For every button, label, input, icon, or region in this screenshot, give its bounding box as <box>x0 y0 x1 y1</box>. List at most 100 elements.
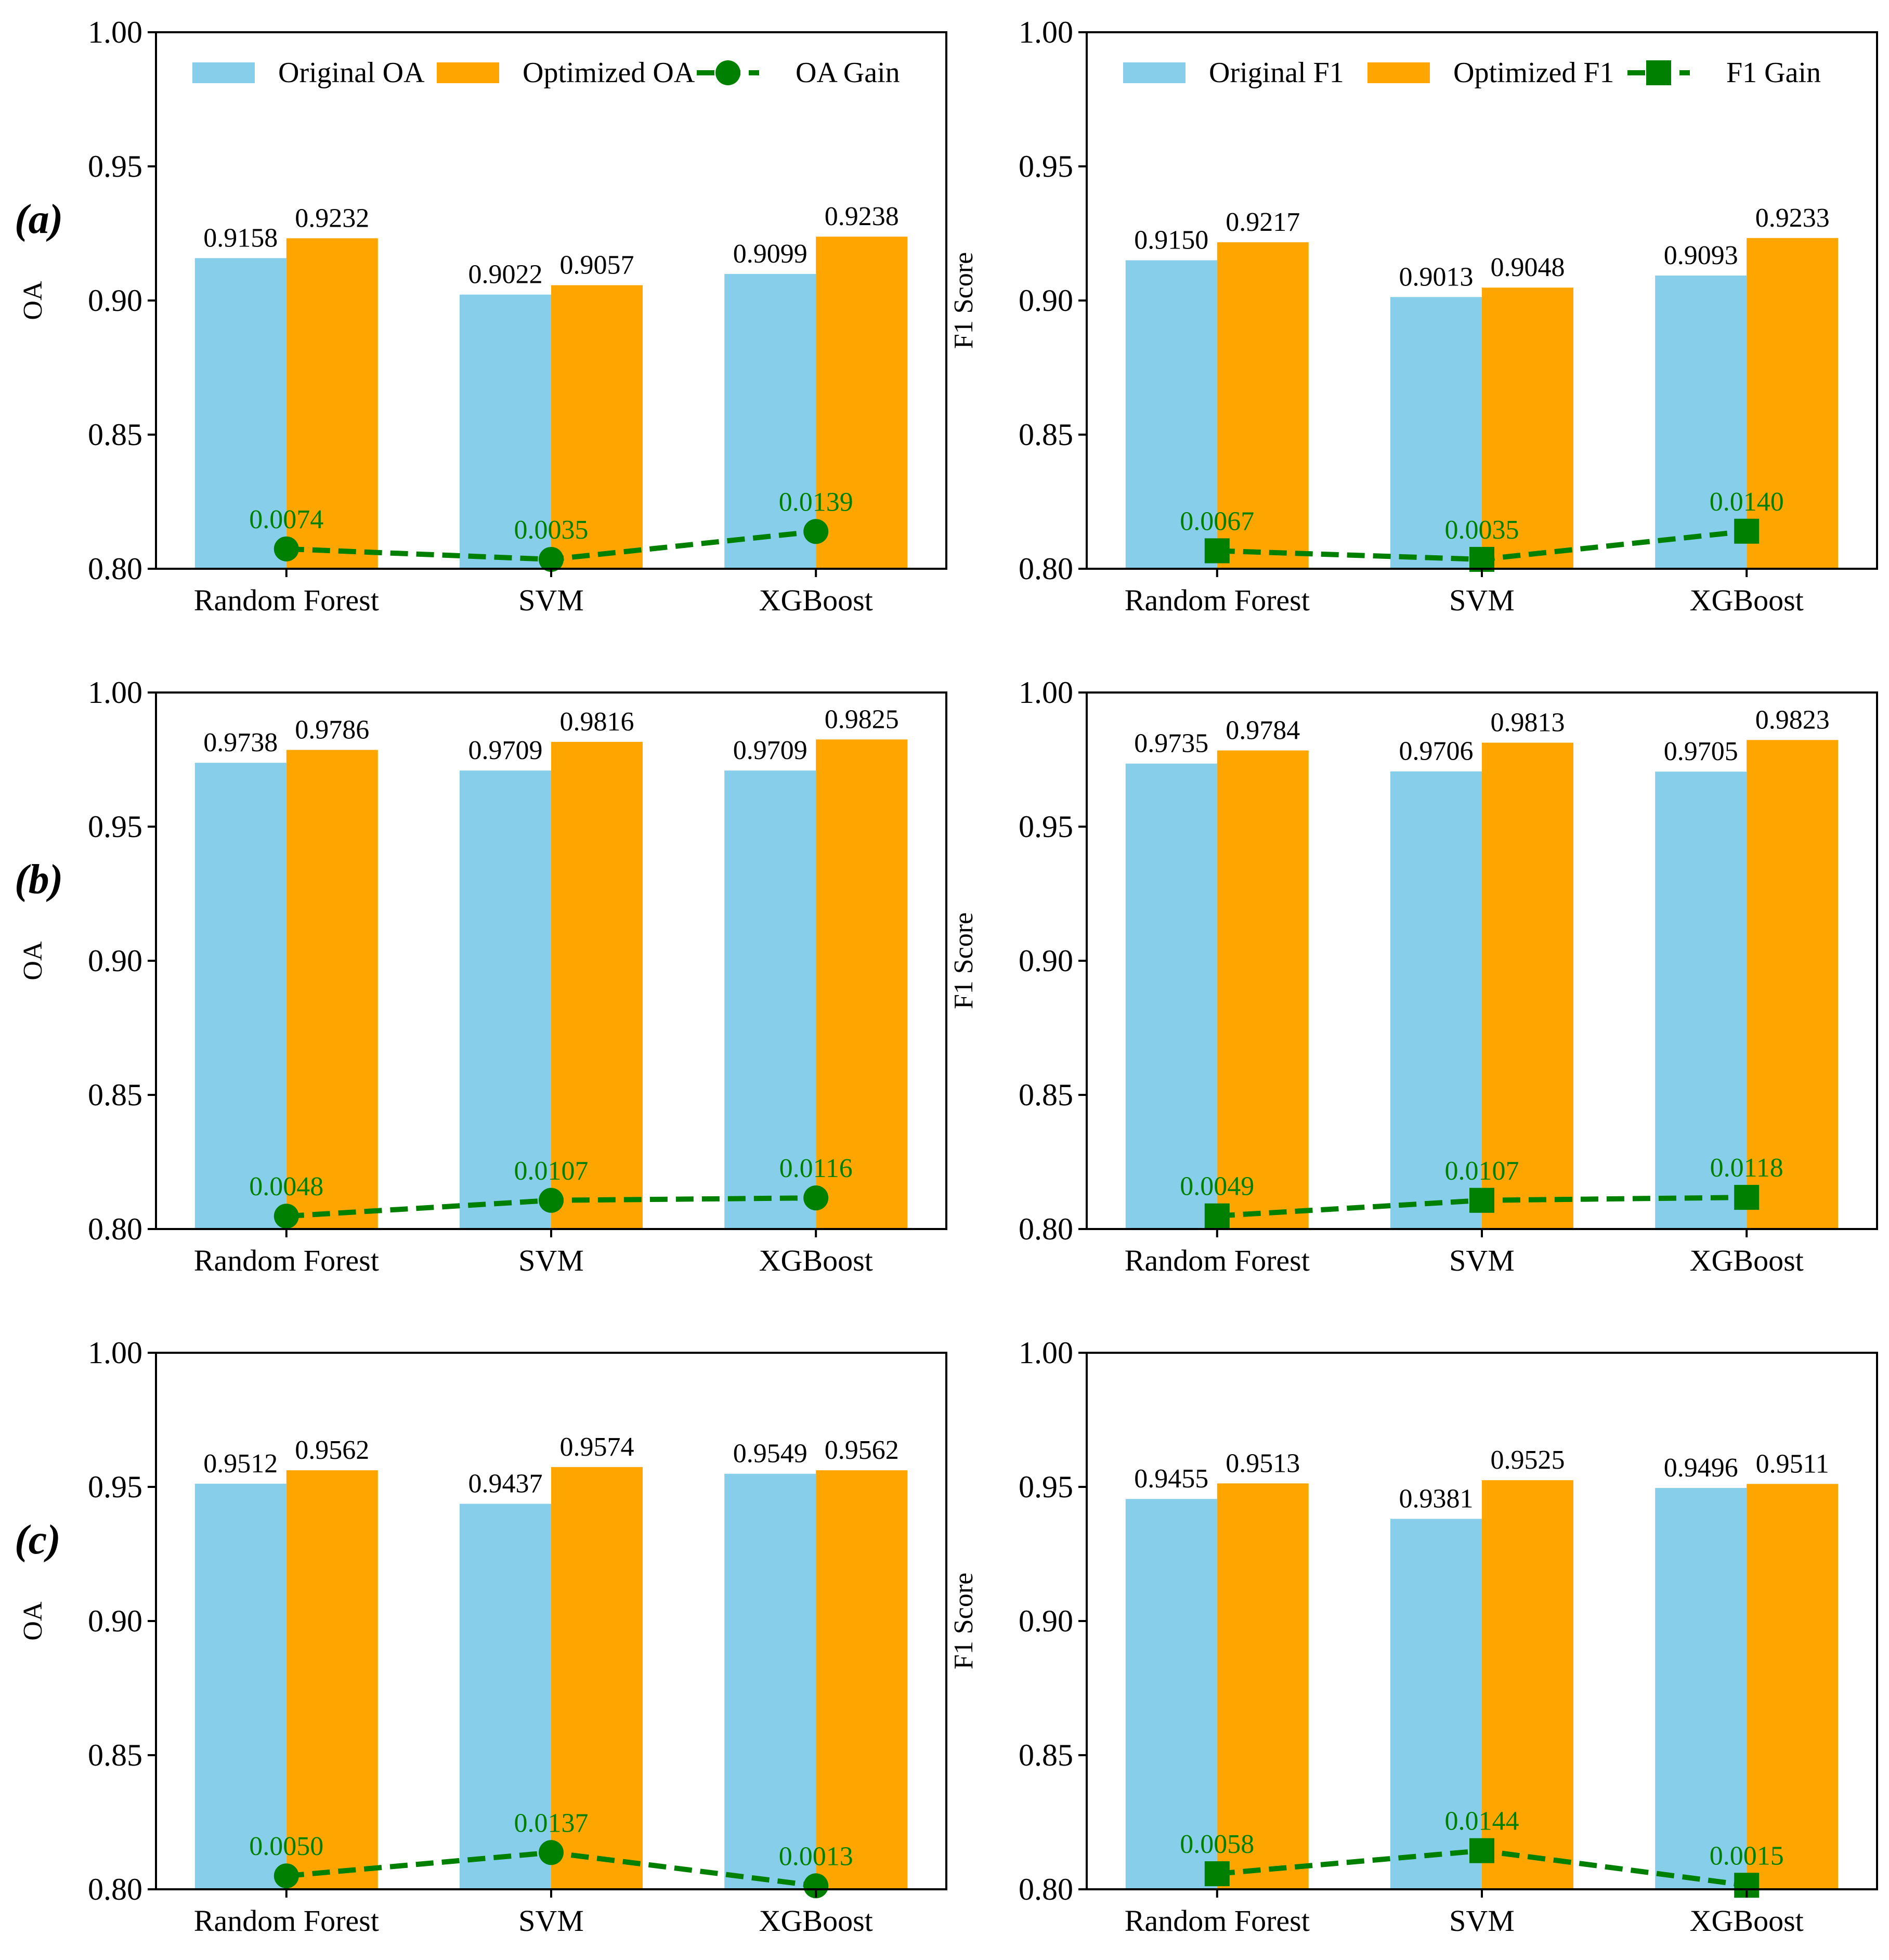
bar-optimized-0 <box>1217 242 1309 569</box>
legend-label-2: F1 Gain <box>1726 57 1821 89</box>
y-tick-label-1: 0.85 <box>88 417 142 452</box>
gain-label-1: 0.0144 <box>1445 1807 1519 1836</box>
bar-original-0 <box>194 763 286 1229</box>
y-tick-label-0: 0.80 <box>88 552 142 586</box>
x-tick-label-1: SVM <box>518 583 584 617</box>
bar-label-optimized-1: 0.9574 <box>560 1432 634 1462</box>
y-tick-label-4: 1.00 <box>88 675 142 710</box>
gain-marker-2 <box>1734 1185 1760 1210</box>
gain-marker-1 <box>1469 1187 1494 1213</box>
bar-label-original-0: 0.9735 <box>1134 729 1208 759</box>
x-tick-label-1: SVM <box>518 1244 584 1277</box>
bar-original-2 <box>724 273 816 569</box>
bar-label-optimized-1: 0.9048 <box>1491 253 1565 282</box>
bar-optimized-1 <box>551 741 643 1229</box>
bar-label-original-2: 0.9709 <box>733 736 807 765</box>
bar-label-optimized-0: 0.9562 <box>295 1435 369 1465</box>
bar-original-0 <box>1125 763 1217 1229</box>
bar-label-optimized-1: 0.9816 <box>560 707 634 737</box>
gain-label-1: 0.0137 <box>514 1808 589 1838</box>
gain-marker-0 <box>273 1204 299 1229</box>
y-axis-label: OA <box>18 941 48 981</box>
y-tick-label-2: 0.90 <box>88 1604 142 1638</box>
y-tick-label-4: 1.00 <box>1019 1336 1073 1370</box>
gain-marker-1 <box>1469 546 1494 572</box>
gain-label-1: 0.0107 <box>514 1156 589 1186</box>
bar-label-original-0: 0.9455 <box>1134 1464 1208 1494</box>
gain-marker-0 <box>1204 1203 1230 1229</box>
legend-swatch-1 <box>437 62 499 83</box>
y-tick-label-2: 0.90 <box>1019 283 1073 318</box>
gain-marker-2 <box>1734 518 1760 544</box>
x-tick-label-1: SVM <box>1449 583 1515 617</box>
bar-label-optimized-2: 0.9823 <box>1755 705 1830 735</box>
bar-label-optimized-2: 0.9825 <box>825 704 899 734</box>
gain-marker-1 <box>539 1187 564 1213</box>
bar-label-original-0: 0.9158 <box>203 223 278 253</box>
gain-marker-0 <box>1204 538 1230 564</box>
y-tick-label-1: 0.85 <box>88 1738 142 1772</box>
bar-original-1 <box>1390 1519 1482 1889</box>
y-tick-label-4: 1.00 <box>88 1336 142 1370</box>
bar-optimized-0 <box>1217 750 1309 1229</box>
legend-label-0: Original F1 <box>1209 57 1344 89</box>
x-tick-label-0: Random Forest <box>194 1904 379 1938</box>
bar-original-2 <box>724 1473 816 1889</box>
bar-label-original-1: 0.9706 <box>1399 737 1474 766</box>
bar-label-original-2: 0.9093 <box>1664 241 1738 270</box>
bar-optimized-1 <box>551 1467 643 1889</box>
gain-marker-0 <box>273 536 299 561</box>
bar-label-optimized-0: 0.9786 <box>295 715 369 744</box>
bar-label-original-1: 0.9437 <box>468 1469 543 1499</box>
legend-marker <box>1646 60 1671 85</box>
bar-original-2 <box>1655 276 1747 569</box>
gain-label-1: 0.0035 <box>1445 515 1519 545</box>
bar-label-original-2: 0.9549 <box>733 1439 807 1469</box>
bar-original-1 <box>1390 297 1482 569</box>
bar-label-optimized-0: 0.9232 <box>295 203 369 233</box>
y-axis-label: F1 Score <box>949 912 979 1009</box>
bar-optimized-2 <box>1747 740 1839 1229</box>
y-axis-label: F1 Score <box>949 252 979 349</box>
gain-marker-0 <box>273 1863 299 1889</box>
gain-label-2: 0.0140 <box>1710 487 1784 517</box>
gain-label-0: 0.0050 <box>249 1832 323 1861</box>
gain-marker-1 <box>539 546 564 572</box>
y-tick-label-1: 0.85 <box>1019 1738 1073 1772</box>
gain-label-2: 0.0139 <box>779 487 853 517</box>
bar-label-optimized-1: 0.9813 <box>1491 708 1565 737</box>
y-tick-label-3: 0.95 <box>1019 149 1073 184</box>
y-tick-label-4: 1.00 <box>1019 675 1073 710</box>
bar-optimized-2 <box>816 237 908 569</box>
legend-label-1: Optimized F1 <box>1453 57 1614 89</box>
bar-optimized-1 <box>1482 1480 1573 1889</box>
x-tick-label-2: XGBoost <box>759 583 873 617</box>
bar-label-original-0: 0.9738 <box>203 728 278 757</box>
chart-panel-3: 0.9735 0.9706 0.9705 0.9784 0.9813 0.9823 0.00… <box>949 675 1878 1277</box>
y-tick-label-3: 0.95 <box>1019 809 1073 844</box>
bar-label-original-1: 0.9709 <box>468 736 543 765</box>
y-tick-label-0: 0.80 <box>1019 1212 1073 1246</box>
legend-swatch-1 <box>1367 62 1430 83</box>
bar-label-original-2: 0.9496 <box>1664 1453 1738 1483</box>
legend: Original OA Optimized OA OA Gain <box>192 57 900 89</box>
gain-marker-1 <box>1469 1838 1494 1863</box>
panel-label-b: (b) <box>15 857 63 903</box>
bar-label-optimized-0: 0.9217 <box>1226 207 1300 237</box>
panel-label-c: (c) <box>15 1517 61 1563</box>
bar-label-optimized-2: 0.9562 <box>825 1435 899 1465</box>
chart-panel-4: 0.9512 0.9437 0.9549 0.9562 0.9574 0.9562 0.00… <box>18 1336 947 1938</box>
y-tick-label-2: 0.90 <box>1019 1604 1073 1638</box>
legend-marker <box>715 60 740 85</box>
bar-optimized-0 <box>286 238 378 569</box>
y-tick-label-3: 0.95 <box>88 809 142 844</box>
bar-label-optimized-2: 0.9233 <box>1755 203 1830 233</box>
y-tick-label-3: 0.95 <box>88 149 142 184</box>
bar-label-original-1: 0.9022 <box>468 260 543 290</box>
bar-optimized-2 <box>816 1470 908 1889</box>
x-tick-label-2: XGBoost <box>759 1244 873 1277</box>
x-tick-label-0: Random Forest <box>1125 1244 1310 1277</box>
bar-label-optimized-2: 0.9511 <box>1756 1449 1829 1479</box>
x-tick-label-1: SVM <box>1449 1904 1515 1938</box>
